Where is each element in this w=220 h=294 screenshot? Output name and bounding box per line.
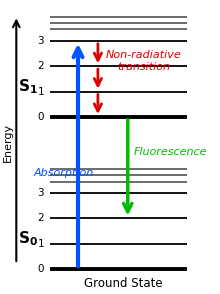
Text: 3: 3 bbox=[38, 36, 44, 46]
Text: 2: 2 bbox=[38, 61, 44, 71]
Text: 0: 0 bbox=[38, 112, 44, 122]
Text: Energy: Energy bbox=[3, 123, 13, 162]
Text: $\mathbf{S_1}$: $\mathbf{S_1}$ bbox=[18, 77, 38, 96]
Text: 1: 1 bbox=[38, 239, 44, 249]
Text: 0: 0 bbox=[38, 264, 44, 274]
Text: Fluorescence: Fluorescence bbox=[134, 148, 207, 158]
Text: Ground State: Ground State bbox=[84, 277, 163, 290]
Text: 1: 1 bbox=[38, 86, 44, 96]
Text: Absorption: Absorption bbox=[34, 168, 94, 178]
Text: $\mathbf{S_0}$: $\mathbf{S_0}$ bbox=[18, 229, 38, 248]
Text: 2: 2 bbox=[38, 213, 44, 223]
Text: 3: 3 bbox=[38, 188, 44, 198]
Text: Non-radiative
transition: Non-radiative transition bbox=[106, 50, 182, 72]
